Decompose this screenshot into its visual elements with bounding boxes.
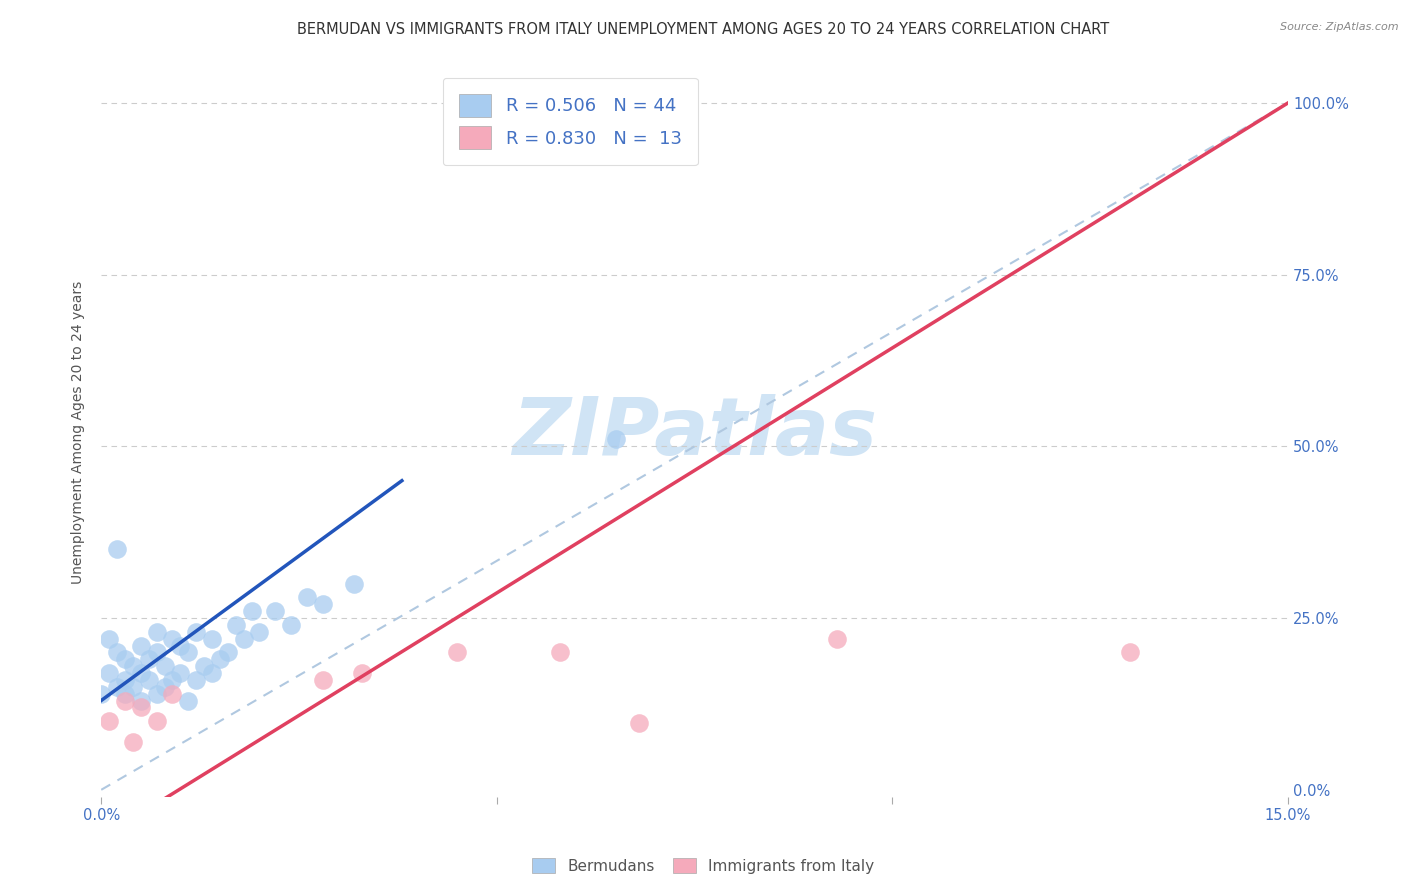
Legend: Bermudans, Immigrants from Italy: Bermudans, Immigrants from Italy xyxy=(526,852,880,880)
Point xyxy=(138,673,160,687)
Point xyxy=(162,673,184,687)
Point xyxy=(201,632,224,646)
Point xyxy=(548,645,571,659)
Point xyxy=(446,645,468,659)
Point xyxy=(177,693,200,707)
Point xyxy=(129,666,152,681)
Point xyxy=(208,652,231,666)
Point xyxy=(138,652,160,666)
Point xyxy=(1119,645,1142,659)
Text: BERMUDAN VS IMMIGRANTS FROM ITALY UNEMPLOYMENT AMONG AGES 20 TO 24 YEARS CORRELA: BERMUDAN VS IMMIGRANTS FROM ITALY UNEMPL… xyxy=(297,22,1109,37)
Point xyxy=(105,542,128,557)
Point xyxy=(145,714,167,728)
Point xyxy=(217,645,239,659)
Point xyxy=(114,673,136,687)
Text: ZIPatlas: ZIPatlas xyxy=(512,393,877,472)
Point xyxy=(105,680,128,694)
Point xyxy=(121,735,143,749)
Point xyxy=(162,632,184,646)
Point xyxy=(153,680,176,694)
Point xyxy=(628,716,651,731)
Point xyxy=(249,624,271,639)
Point xyxy=(186,624,208,639)
Point xyxy=(312,598,335,612)
Point xyxy=(225,618,247,632)
Point xyxy=(105,645,128,659)
Point xyxy=(240,604,263,618)
Point xyxy=(193,659,215,673)
Point xyxy=(825,632,848,646)
Point xyxy=(114,693,136,707)
Point xyxy=(232,632,254,646)
Y-axis label: Unemployment Among Ages 20 to 24 years: Unemployment Among Ages 20 to 24 years xyxy=(72,281,86,584)
Point xyxy=(153,659,176,673)
Point xyxy=(280,618,302,632)
Point xyxy=(312,673,335,687)
Point xyxy=(177,645,200,659)
Point xyxy=(129,639,152,653)
Point xyxy=(628,120,651,134)
Point xyxy=(98,632,121,646)
Point xyxy=(98,714,121,728)
Point xyxy=(295,591,318,605)
Point xyxy=(129,693,152,707)
Point xyxy=(121,680,143,694)
Point xyxy=(145,624,167,639)
Point xyxy=(186,673,208,687)
Legend: R = 0.506   N = 44, R = 0.830   N =  13: R = 0.506 N = 44, R = 0.830 N = 13 xyxy=(443,78,697,166)
Point xyxy=(129,700,152,714)
Point xyxy=(352,666,374,681)
Text: Source: ZipAtlas.com: Source: ZipAtlas.com xyxy=(1281,22,1399,32)
Point xyxy=(264,604,287,618)
Point xyxy=(169,639,191,653)
Point xyxy=(98,666,121,681)
Point xyxy=(169,666,191,681)
Point xyxy=(201,666,224,681)
Point xyxy=(90,687,112,701)
Point xyxy=(145,687,167,701)
Point xyxy=(162,687,184,701)
Point xyxy=(605,433,627,447)
Point xyxy=(114,687,136,701)
Point xyxy=(114,652,136,666)
Point xyxy=(145,645,167,659)
Point xyxy=(343,576,366,591)
Point xyxy=(121,659,143,673)
